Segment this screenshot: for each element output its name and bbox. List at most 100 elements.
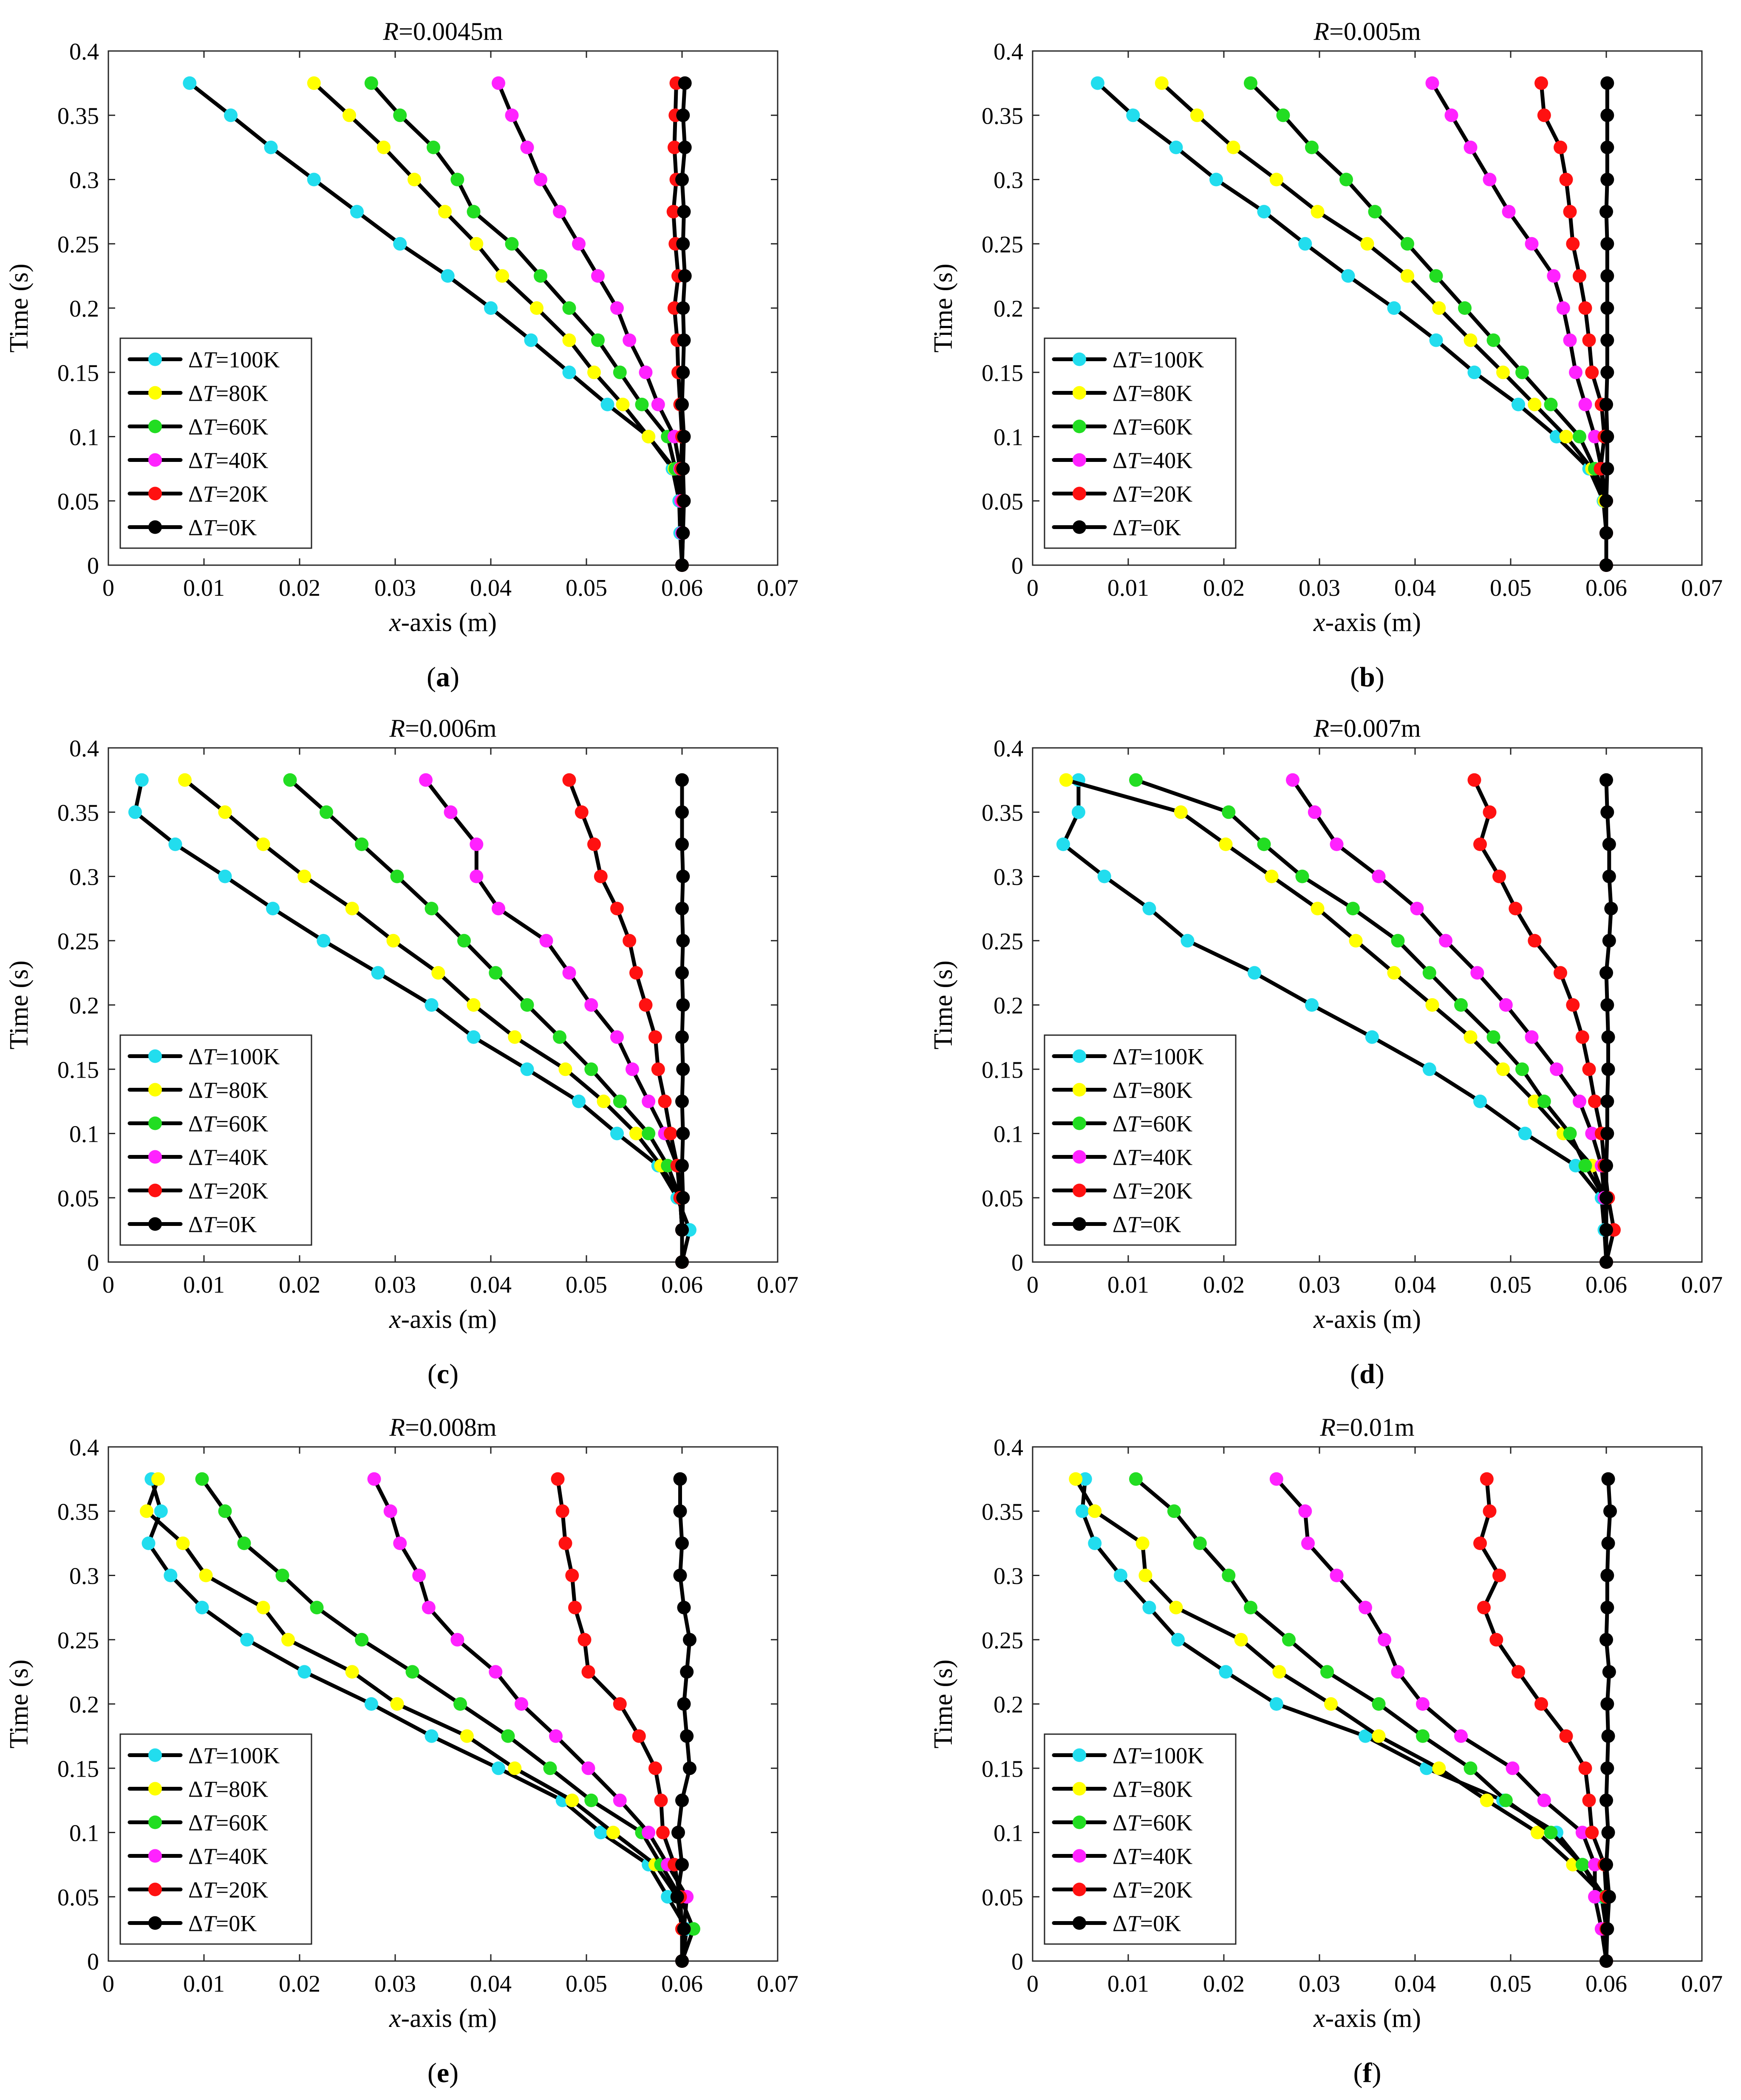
data-point [1257,205,1271,219]
legend-delta: Δ [1113,515,1127,541]
data-point [1601,1062,1615,1076]
y-tick-label: 0.2 [69,1692,99,1718]
x-axis-label-variable: x [1313,2004,1325,2033]
data-point [1272,1665,1286,1679]
data-point [675,173,689,187]
data-point [224,108,238,122]
data-point [1550,430,1563,444]
y-tick-label: 0.05 [982,1885,1023,1911]
data-point [1601,1472,1615,1486]
data-point [676,526,690,540]
data-point [142,1536,156,1550]
panel-caption: (c) [427,1358,459,1390]
data-point [1401,269,1414,283]
legend-label: ΔT=20K [1113,1178,1192,1204]
x-axis-label-variable: x [389,2004,401,2033]
data-point [425,1729,439,1743]
caption-letter: f [1363,2058,1373,2089]
data-point [1534,76,1548,90]
legend-value: =80K [216,1777,268,1802]
data-point [1600,1761,1614,1775]
data-point [1174,805,1188,819]
legend-label: ΔT=0K [1113,1212,1181,1237]
data-point [591,269,605,283]
series-line [312,81,684,567]
legend-entry: ΔT=0K [127,1212,257,1237]
data-point [1339,173,1353,187]
legend-label: ΔT=80K [1113,381,1192,406]
data-point [501,1729,515,1743]
data-point [687,1922,700,1936]
panel-caption: (d) [1350,1358,1384,1390]
legend-value: =40K [1140,1844,1192,1869]
legend-entry: ΔT=80K [127,1777,268,1802]
data-point [1416,1697,1430,1711]
data-point [676,365,690,379]
legend-label: ΔT=40K [1113,1844,1192,1869]
data-point [530,301,544,315]
data-point [1142,1601,1156,1615]
data-point [1582,1062,1596,1076]
legend-label: ΔT=60K [188,414,268,440]
y-tick-label: 0.4 [994,736,1023,762]
data-point [467,205,481,219]
series-0k [675,773,690,1269]
x-axis-label-text: -axis (m) [1325,608,1421,637]
data-point [1563,1126,1577,1141]
data-point [1600,76,1614,90]
legend-marker [148,1815,162,1829]
legend-value: =60K [216,1810,268,1836]
x-tick-label: 0.07 [757,1971,798,1997]
x-tick-label: 0.01 [183,575,225,601]
data-point [584,998,598,1012]
data-point [492,1761,505,1775]
legend-variable: T [1127,481,1142,507]
data-point [1391,934,1405,948]
data-point [677,494,691,508]
legend-value: =0K [1140,515,1181,541]
legend-label: ΔT=0K [188,515,257,541]
x-tick-label: 0.07 [757,575,798,601]
series-0k [1599,1472,1617,1968]
y-tick-label: 0.15 [57,1756,99,1782]
legend-delta: Δ [188,1743,203,1769]
y-tick-label: 0.4 [994,39,1023,65]
data-point [1599,1858,1613,1872]
legend-value: =20K [1140,481,1192,507]
data-point [677,333,691,347]
data-point [1372,1729,1386,1743]
data-point [549,1729,563,1743]
data-point [1499,998,1513,1012]
legend-marker [148,1150,162,1164]
data-point [151,1472,165,1486]
data-point [505,237,519,251]
data-point [467,1030,481,1044]
data-point [1582,1793,1596,1807]
data-point [1492,869,1506,883]
data-point [1489,1633,1503,1647]
data-point [178,773,192,787]
data-point [425,998,439,1012]
legend-variable: T [1127,1044,1142,1070]
data-point [648,1761,662,1775]
legend-label: ΔT=80K [188,1777,268,1802]
data-point [610,1126,624,1141]
legend-marker [148,1183,162,1197]
legend-label: ΔT=60K [1113,414,1192,440]
data-point [1330,837,1344,851]
legend-variable: T [1127,1078,1142,1103]
legend-marker [1073,1217,1086,1231]
data-point [651,1062,665,1076]
data-point [1298,1504,1312,1518]
legend-marker [1073,1882,1086,1896]
x-tick-label: 0.07 [1681,575,1723,601]
title-variable: R [1313,17,1329,45]
data-point [1601,1030,1615,1044]
data-point [470,837,484,851]
data-point [562,966,576,980]
data-point [558,1062,572,1076]
data-point [1566,998,1580,1012]
data-point [555,1504,569,1518]
